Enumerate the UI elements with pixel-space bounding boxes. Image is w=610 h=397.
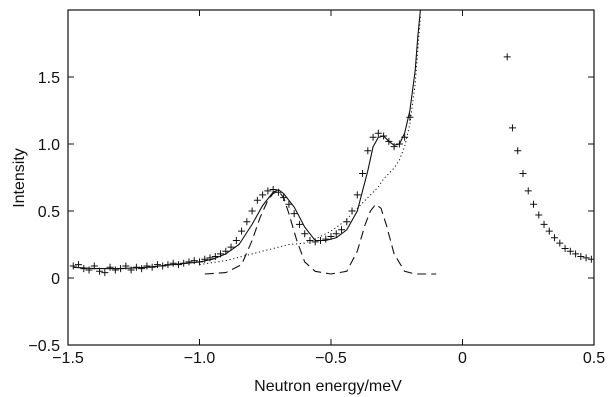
y-tick-label: 1.0: [38, 137, 60, 154]
data-point: [561, 245, 569, 253]
series-line-dotted: [199, 16, 421, 266]
data-point: [259, 191, 267, 199]
plot-border: [67, 9, 595, 346]
data-point: [301, 230, 309, 238]
data-point: [238, 227, 246, 235]
x-ticks: −1.5 −1.0 −0.5 0 0.5: [52, 10, 605, 367]
data-point: [390, 143, 398, 151]
x-tick-label: −1.5: [52, 350, 84, 367]
data-point: [295, 220, 303, 228]
data-point: [248, 207, 256, 215]
data-point: [311, 238, 319, 246]
data-point: [338, 226, 346, 234]
data-point: [253, 196, 261, 204]
data-point: [143, 262, 151, 270]
data-point: [577, 253, 585, 261]
data-point: [556, 239, 564, 247]
x-tick-label: −1.0: [184, 350, 216, 367]
data-point: [332, 230, 340, 238]
data-point: [535, 211, 543, 219]
data-point: [201, 255, 209, 263]
data-point: [285, 200, 293, 208]
data-point: [264, 187, 272, 195]
data-point: [169, 259, 177, 267]
data-point: [364, 147, 372, 155]
data-point: [69, 262, 77, 270]
data-point: [572, 250, 580, 258]
y-axis-label: Intensity: [11, 148, 28, 208]
data-point: [566, 247, 574, 255]
data-point: [374, 129, 382, 137]
data-point: [85, 266, 93, 274]
series-layer: [69, 10, 594, 277]
y-tick-label: 0: [51, 271, 60, 288]
data-point: [138, 265, 146, 273]
series-line-dashed: [204, 190, 437, 275]
x-axis-label: Neutron energy/meV: [254, 378, 402, 395]
data-point: [587, 255, 594, 263]
plot-frame: [67, 9, 595, 346]
data-point: [406, 113, 414, 121]
data-point: [185, 258, 193, 266]
data-point: [353, 191, 361, 199]
data-point: [545, 227, 553, 235]
data-point: [111, 266, 119, 274]
data-points: [69, 53, 594, 277]
data-point: [232, 236, 240, 244]
data-point: [369, 133, 377, 141]
y-tick-label: 0.5: [38, 204, 60, 221]
data-point: [508, 124, 516, 132]
y-tick-label: 1.5: [38, 70, 60, 87]
data-point: [530, 200, 538, 208]
data-point: [540, 220, 548, 228]
data-point: [106, 263, 114, 271]
data-point: [75, 261, 83, 269]
x-tick-label: 0: [458, 350, 467, 367]
y-ticks: −0.5 0 0.5 1.0 1.5: [28, 70, 594, 355]
data-point: [243, 218, 251, 226]
data-point: [514, 147, 522, 155]
data-point: [551, 234, 559, 242]
data-point: [519, 169, 527, 177]
data-point: [211, 253, 219, 261]
data-point: [306, 236, 314, 244]
data-point: [322, 235, 330, 243]
x-tick-label: −0.5: [315, 350, 347, 367]
x-tick-label: 0.5: [583, 350, 605, 367]
series-line-solid: [73, 10, 421, 270]
data-point: [503, 53, 511, 61]
data-point: [153, 261, 161, 269]
data-point: [524, 187, 532, 195]
data-point: [290, 210, 298, 218]
data-point: [359, 169, 367, 177]
y-tick-label: −0.5: [28, 338, 60, 355]
data-point: [101, 269, 109, 277]
data-point: [582, 254, 590, 262]
